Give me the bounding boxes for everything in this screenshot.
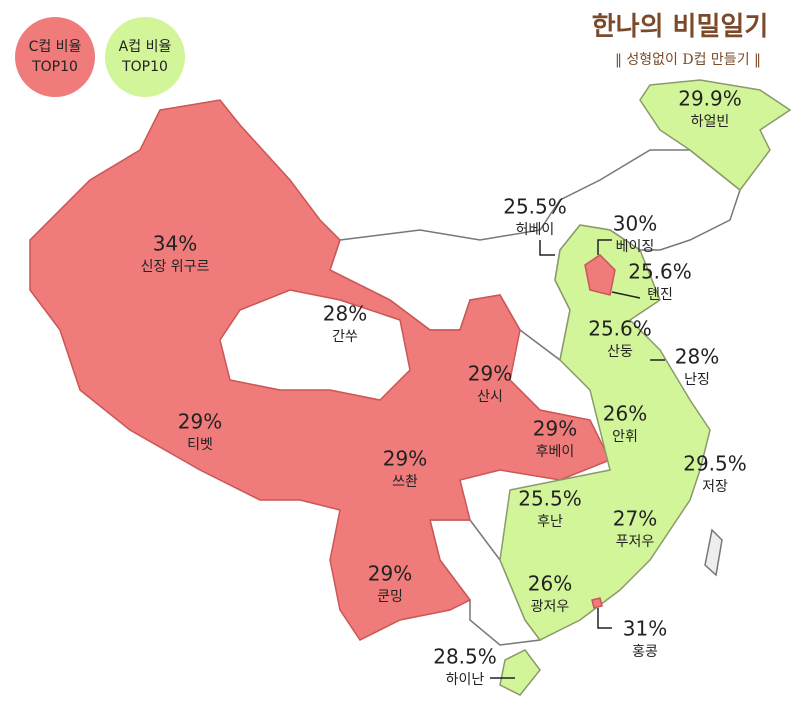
a-cup-northeast bbox=[639, 79, 792, 192]
region-value: 29% bbox=[368, 562, 412, 586]
region-name: 톈진 bbox=[647, 287, 673, 303]
region-value: 28.5% bbox=[433, 645, 497, 669]
region-labels: 34% 신장 위구르 28% 간쑤 29% 티벳 29% 쓰촨 29% 쿤밍 29% 산시 29% 후베이… bbox=[141, 87, 747, 689]
region-name: 난징 bbox=[684, 372, 710, 388]
region-name: 산시 bbox=[477, 389, 503, 405]
leader-line bbox=[597, 608, 612, 629]
legend-label: A컵 비율 bbox=[119, 39, 172, 55]
legend-label: C컵 비율 bbox=[29, 39, 82, 55]
region-value: 26% bbox=[603, 402, 647, 426]
region-value: 29% bbox=[178, 410, 222, 434]
region-name: 티벳 bbox=[187, 437, 213, 453]
region-name: 간쑤 bbox=[332, 329, 358, 345]
region-value: 26% bbox=[528, 572, 572, 596]
region-value: 28% bbox=[675, 345, 719, 369]
taiwan bbox=[704, 528, 723, 577]
qinghai bbox=[219, 289, 411, 401]
region-name: 후난 bbox=[537, 514, 563, 530]
region-value: 29% bbox=[383, 447, 427, 471]
region-name: 하얼빈 bbox=[691, 114, 730, 130]
hainan bbox=[499, 649, 541, 696]
region-name: 산둥 bbox=[607, 344, 633, 360]
region-value: 30% bbox=[613, 212, 657, 236]
legend-label: TOP10 bbox=[31, 59, 78, 75]
region-value: 29.9% bbox=[678, 87, 742, 111]
region-name: 홍콩 bbox=[632, 644, 658, 660]
region-value: 29% bbox=[533, 417, 577, 441]
brand-subtitle: ‖ 성형없이 D컵 만들기 ‖ bbox=[615, 52, 761, 68]
region-value: 25.5% bbox=[518, 487, 582, 511]
region-value: 25.6% bbox=[628, 260, 692, 284]
region-name: 푸저우 bbox=[616, 534, 655, 550]
region-name: 쓰촨 bbox=[392, 474, 418, 490]
region-name: 저장 bbox=[702, 479, 728, 495]
legend-swatch bbox=[15, 17, 95, 97]
hongkong bbox=[591, 597, 603, 609]
brand-title: 한나의 비밀일기 bbox=[592, 12, 769, 42]
region-name: 후베이 bbox=[536, 444, 575, 460]
region-name: 허베이 bbox=[516, 222, 555, 238]
region-value: 34% bbox=[153, 232, 197, 256]
beijing bbox=[584, 254, 616, 296]
region-value: 29.5% bbox=[683, 452, 747, 476]
region-value: 25.6% bbox=[588, 317, 652, 341]
region-name: 하이난 bbox=[446, 672, 485, 688]
leader-line bbox=[539, 240, 555, 256]
region-name: 광저우 bbox=[531, 599, 570, 615]
region-value: 29% bbox=[468, 362, 512, 386]
legend-swatch bbox=[105, 17, 185, 97]
region-name: 신장 위구르 bbox=[141, 259, 210, 275]
region-value: 31% bbox=[623, 617, 667, 641]
region-value: 25.5% bbox=[503, 195, 567, 219]
region-value: 28% bbox=[323, 302, 367, 326]
region-name: 쿤밍 bbox=[377, 589, 403, 605]
leader-line bbox=[611, 291, 641, 299]
region-name: 안휘 bbox=[612, 429, 638, 445]
region-value: 27% bbox=[613, 507, 657, 531]
leader-line bbox=[597, 239, 612, 255]
legend-label: TOP10 bbox=[121, 59, 168, 75]
region-name: 베이징 bbox=[616, 239, 655, 255]
